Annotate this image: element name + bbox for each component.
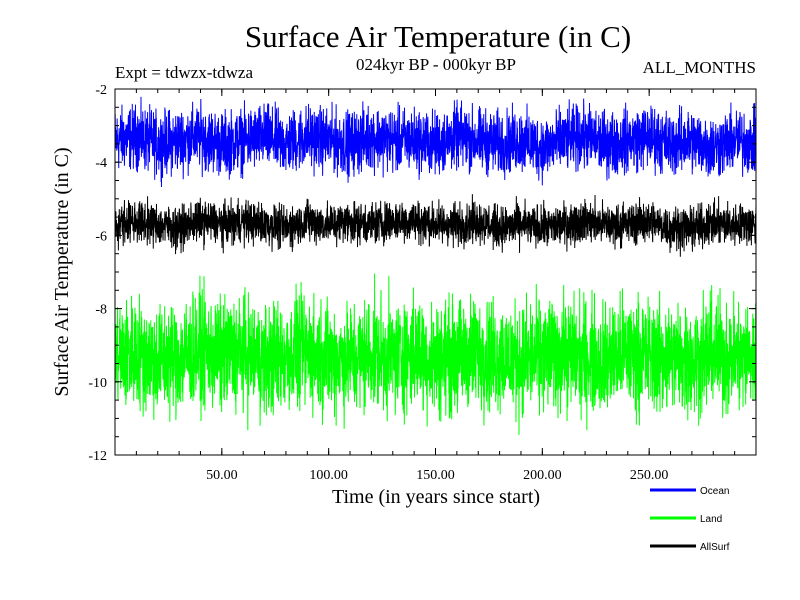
- y-tick-label: -2: [95, 83, 107, 98]
- plot-series: [114, 96, 757, 435]
- x-tick-label: 100.00: [309, 468, 348, 483]
- experiment-label: Expt = tdwzx-tdwza: [115, 63, 253, 82]
- x-axis-label: Time (in years since start): [332, 486, 540, 508]
- legend-label-allsurf: AllSurf: [700, 542, 730, 553]
- x-tick-label: 50.00: [206, 468, 238, 483]
- x-tick-label: 250.00: [630, 468, 669, 483]
- series-line-allsurf: [114, 194, 757, 257]
- x-tick-label: 200.00: [523, 468, 562, 483]
- y-tick-label: -8: [95, 303, 107, 318]
- chart-title: Surface Air Temperature (in C): [245, 19, 631, 54]
- legend-label-ocean: Ocean: [700, 486, 729, 497]
- months-label: ALL_MONTHS: [643, 58, 756, 77]
- y-tick-label: -4: [95, 156, 107, 171]
- x-tick-label: 150.00: [416, 468, 455, 483]
- legend: Ocean Land AllSurf: [650, 486, 730, 553]
- y-axis: -12 -10 -8 -6 -4 -2: [88, 83, 756, 464]
- series-line-land: [114, 273, 757, 435]
- y-tick-label: -10: [88, 376, 107, 391]
- y-axis-label: Surface Air Temperature (in C): [51, 147, 73, 396]
- series-line-ocean: [114, 96, 757, 187]
- y-tick-label: -6: [95, 229, 107, 244]
- y-tick-label: -12: [88, 449, 107, 464]
- period-label: 024kyr BP - 000kyr BP: [356, 55, 516, 74]
- legend-label-land: Land: [700, 514, 722, 525]
- x-axis: 50.00 100.00 150.00 200.00 250.00: [135, 89, 736, 483]
